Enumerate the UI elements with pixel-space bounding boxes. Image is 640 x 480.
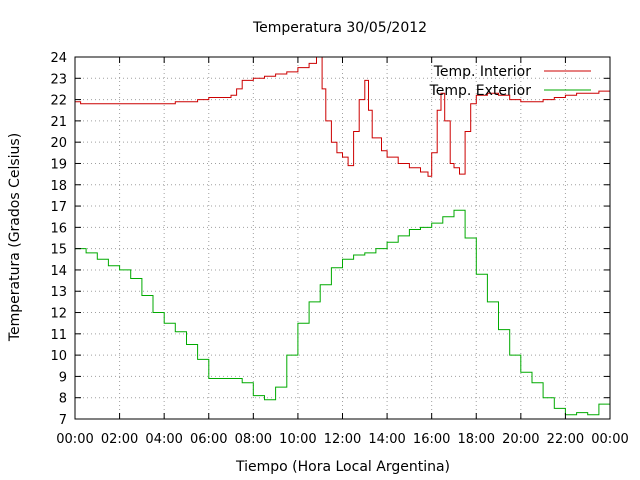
y-tick-label: 22 [50, 94, 67, 109]
x-tick-label: 08:00 [235, 432, 272, 447]
x-tick-label: 16:00 [413, 432, 450, 447]
chart-title: Temperatura 30/05/2012 [252, 20, 427, 36]
x-axis-title: Tiempo (Hora Local Argentina) [235, 459, 450, 475]
x-tick-label: 10:00 [279, 432, 316, 447]
y-tick-label: 8 [59, 392, 67, 407]
x-tick-label: 20:00 [502, 432, 539, 447]
y-axis-title: Temperatura (Grados Celsius) [7, 133, 23, 342]
x-tick-label: 12:00 [324, 432, 361, 447]
y-axis: 7 8 9 10 11 12 13 14 15 16 17 18 19 20 21 22 23 24 [50, 51, 610, 428]
y-tick-label: 11 [50, 328, 67, 343]
legend-label: Temp. Exterior [429, 83, 532, 99]
legend: Temp. Interior Temp. Exterior [429, 64, 591, 99]
y-tick-label: 23 [50, 72, 67, 87]
y-tick-label: 14 [50, 264, 67, 279]
y-tick-label: 7 [59, 413, 67, 428]
y-tick-label: 24 [50, 51, 67, 66]
x-tick-label: 04:00 [145, 432, 182, 447]
x-tick-label: 02:00 [101, 432, 138, 447]
y-tick-label: 20 [50, 136, 67, 151]
y-tick-label: 12 [50, 307, 67, 322]
x-tick-label: 00:00 [56, 432, 93, 447]
x-tick-label: 00:00 [591, 432, 628, 447]
y-tick-label: 17 [50, 200, 67, 215]
x-tick-label: 22:00 [547, 432, 584, 447]
exterior-temperature-line [75, 209, 610, 416]
y-tick-label: 16 [50, 221, 67, 236]
y-tick-label: 10 [50, 349, 67, 364]
grid [75, 57, 610, 419]
y-tick-label: 13 [50, 285, 67, 300]
y-tick-label: 18 [50, 179, 67, 194]
legend-label: Temp. Interior [433, 64, 532, 80]
y-tick-label: 9 [59, 370, 67, 385]
interior-temperature-line [75, 56, 610, 177]
x-tick-label: 06:00 [190, 432, 227, 447]
y-tick-label: 15 [50, 243, 67, 258]
x-axis: 00:00 02:00 04:00 06:00 08:00 10:00 12:00 14:00… [56, 57, 629, 447]
series-lines [75, 56, 610, 416]
x-tick-label: 14:00 [368, 432, 405, 447]
y-tick-label: 21 [50, 115, 67, 130]
x-tick-label: 18:00 [458, 432, 495, 447]
y-tick-label: 19 [50, 157, 67, 172]
